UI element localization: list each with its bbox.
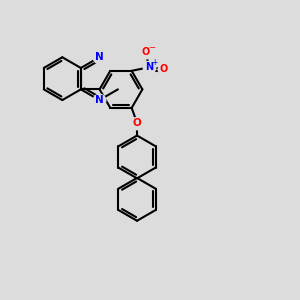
Text: N: N <box>95 52 104 62</box>
Text: N: N <box>145 62 153 72</box>
Text: −: − <box>148 44 155 52</box>
Text: O: O <box>142 47 150 57</box>
Text: N: N <box>95 95 104 105</box>
Text: O: O <box>133 118 141 128</box>
Text: O: O <box>160 64 168 74</box>
Text: +: + <box>152 58 158 67</box>
